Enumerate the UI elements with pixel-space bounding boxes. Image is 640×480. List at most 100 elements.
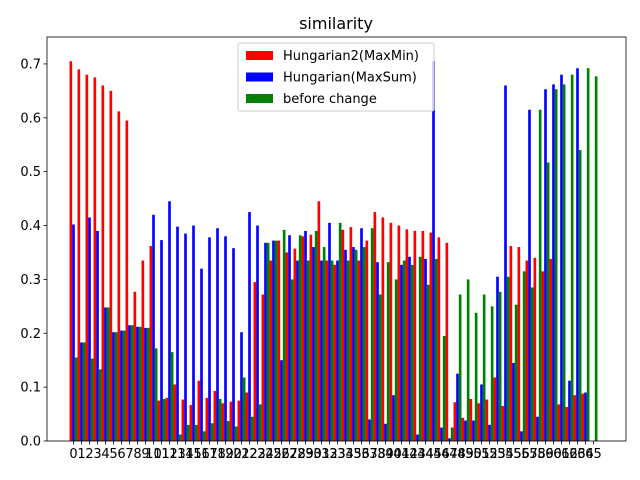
bar-hungarian-maxsum--39 bbox=[384, 423, 387, 441]
bar-hungarian-maxsum--40 bbox=[392, 395, 395, 441]
bar-hungarian2-maxmin--34 bbox=[341, 229, 345, 441]
bar-hungarian2-maxmin--2 bbox=[85, 74, 89, 442]
bar-before-change-9 bbox=[146, 327, 150, 441]
bar-hungarian-maxsum--51 bbox=[480, 384, 483, 441]
x-tick-label: 23 bbox=[249, 447, 266, 462]
y-tick-label: 0.3 bbox=[20, 273, 41, 288]
bar-hungarian2-maxmin--10 bbox=[149, 246, 153, 441]
bar-hungarian2-maxmin--62 bbox=[565, 407, 569, 441]
x-tick-label: 22 bbox=[241, 447, 258, 462]
bar-hungarian-maxsum--25 bbox=[272, 240, 275, 441]
bar-hungarian2-maxmin--6 bbox=[117, 111, 121, 441]
bar-hungarian2-maxmin--14 bbox=[181, 399, 185, 441]
x-tick-label: 49 bbox=[457, 447, 474, 462]
bar-hungarian-maxsum--47 bbox=[448, 438, 451, 441]
bar-before-change-23 bbox=[258, 404, 262, 441]
bar-hungarian2-maxmin--3 bbox=[93, 77, 97, 442]
bar-hungarian2-maxmin--43 bbox=[413, 230, 417, 441]
bar-hungarian-maxsum--12 bbox=[168, 201, 171, 441]
x-tick-label: 54 bbox=[497, 447, 514, 462]
bar-before-change-56 bbox=[522, 271, 526, 441]
y-tick-label: 0.1 bbox=[20, 381, 41, 396]
bar-hungarian-maxsum--35 bbox=[352, 247, 355, 441]
bar-hungarian2-maxmin--49 bbox=[461, 417, 465, 441]
bar-hungarian2-maxmin--50 bbox=[469, 398, 473, 441]
bar-before-change-52 bbox=[490, 306, 494, 441]
x-tick-label: 58 bbox=[529, 447, 546, 462]
x-tick-label: 3 bbox=[93, 447, 101, 462]
bar-before-change-16 bbox=[202, 431, 206, 441]
bar-hungarian-maxsum--18 bbox=[216, 228, 219, 441]
bar-hungarian-maxsum--53 bbox=[496, 276, 499, 441]
bar-hungarian2-maxmin--21 bbox=[237, 400, 241, 441]
bar-before-change-17 bbox=[210, 423, 214, 441]
legend-swatch-0 bbox=[246, 51, 273, 60]
bar-hungarian2-maxmin--56 bbox=[517, 247, 521, 441]
axes-group: 0.00.10.20.30.40.50.60.70 1 2 3 4 5 6 7 8 9101112… bbox=[20, 36, 627, 462]
x-tick-label: 31 bbox=[313, 447, 330, 462]
bar-before-change-51 bbox=[482, 294, 486, 441]
bar-hungarian-maxsum--38 bbox=[376, 262, 379, 441]
bar-before-change-21 bbox=[242, 377, 246, 441]
x-tick-label: 35 bbox=[345, 447, 362, 462]
bar-before-change-7 bbox=[130, 325, 134, 441]
bar-before-change-33 bbox=[338, 222, 342, 441]
y-tick-label: 0.4 bbox=[20, 219, 41, 234]
x-tick-label: 46 bbox=[433, 447, 450, 462]
bar-hungarian2-maxmin--29 bbox=[301, 236, 305, 441]
chart-title: similarity bbox=[299, 14, 373, 33]
legend-label-1: Hungarian(MaxSum) bbox=[283, 71, 417, 86]
bar-hungarian2-maxmin--59 bbox=[541, 271, 545, 441]
bar-hungarian-maxsum--33 bbox=[336, 260, 339, 441]
bar-hungarian2-maxmin--5 bbox=[109, 90, 113, 442]
bar-hungarian-maxsum--1 bbox=[80, 342, 83, 441]
bar-hungarian2-maxmin--8 bbox=[133, 291, 137, 441]
bar-before-change-65 bbox=[594, 76, 598, 441]
bar-before-change-45 bbox=[434, 258, 438, 441]
bar-hungarian2-maxmin--53 bbox=[493, 377, 497, 441]
bar-hungarian2-maxmin--45 bbox=[429, 232, 433, 441]
bar-before-change-53 bbox=[498, 291, 502, 441]
bar-hungarian2-maxmin--54 bbox=[501, 405, 505, 441]
x-tick-label: 65 bbox=[585, 447, 602, 462]
x-tick-label: 37 bbox=[361, 447, 378, 462]
x-tick-label: 9 bbox=[141, 447, 149, 462]
bar-hungarian2-maxmin--40 bbox=[389, 222, 393, 441]
bar-hungarian2-maxmin--15 bbox=[189, 404, 193, 441]
x-tick-label: 40 bbox=[385, 447, 402, 462]
x-tick-label: 7 bbox=[125, 447, 133, 462]
bar-before-change-4 bbox=[106, 307, 110, 441]
bars-group bbox=[69, 61, 598, 442]
legend-label-0: Hungarian2(MaxMin) bbox=[283, 49, 419, 64]
bar-hungarian2-maxmin--37 bbox=[365, 240, 369, 441]
bar-hungarian2-maxmin--28 bbox=[293, 248, 297, 441]
bar-before-change-39 bbox=[386, 262, 390, 441]
bar-hungarian2-maxmin--48 bbox=[453, 402, 457, 441]
bar-before-change-36 bbox=[362, 247, 366, 441]
bar-hungarian-maxsum--34 bbox=[344, 249, 347, 441]
bar-hungarian2-maxmin--20 bbox=[229, 401, 233, 441]
bar-before-change-61 bbox=[562, 84, 566, 442]
bar-hungarian-maxsum--64 bbox=[584, 392, 587, 441]
bar-before-change-43 bbox=[418, 256, 422, 441]
bar-hungarian-maxsum--15 bbox=[192, 225, 195, 441]
bar-hungarian-maxsum--44 bbox=[424, 258, 427, 441]
bar-hungarian2-maxmin--33 bbox=[333, 264, 337, 441]
bar-before-change-24 bbox=[266, 242, 270, 441]
bar-hungarian2-maxmin--61 bbox=[557, 404, 561, 441]
bar-before-change-46 bbox=[442, 335, 446, 441]
x-tick-label: 41 bbox=[393, 447, 410, 462]
bar-hungarian-maxsum--27 bbox=[288, 235, 291, 441]
x-tick-label: 29 bbox=[297, 447, 314, 462]
bar-hungarian-maxsum--54 bbox=[504, 85, 507, 441]
bar-hungarian2-maxmin--46 bbox=[437, 237, 441, 441]
bar-hungarian2-maxmin--36 bbox=[357, 260, 361, 441]
bar-hungarian2-maxmin--27 bbox=[285, 252, 289, 441]
legend: Hungarian2(MaxMin) Hungarian(MaxSum) befor… bbox=[237, 42, 435, 112]
bar-hungarian2-maxmin--42 bbox=[405, 229, 409, 441]
x-tick-label: 52 bbox=[481, 447, 498, 462]
bar-hungarian2-maxmin--9 bbox=[141, 260, 145, 441]
bar-hungarian-maxsum--59 bbox=[544, 89, 547, 441]
bar-hungarian2-maxmin--16 bbox=[197, 380, 201, 441]
x-tick-label: 10 bbox=[145, 447, 162, 462]
